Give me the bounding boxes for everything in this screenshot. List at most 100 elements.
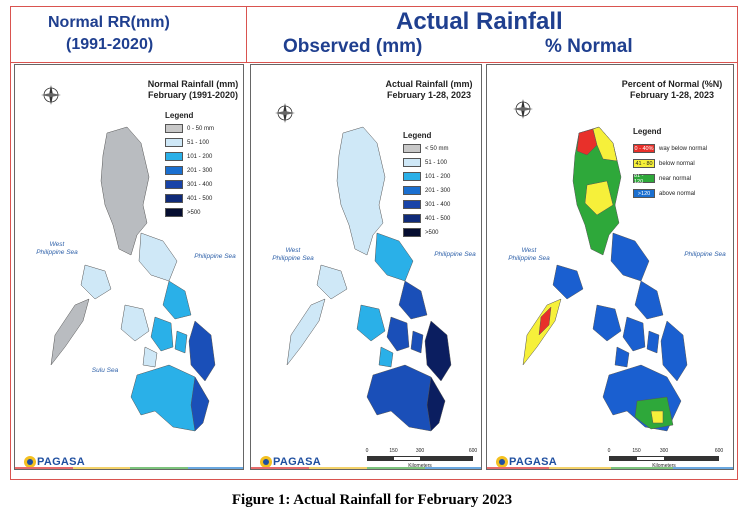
north-arrow-icon	[513, 99, 533, 119]
legend-swatch: 0 - 40%	[633, 144, 655, 153]
legend-entry: 0 - 50 mm	[165, 123, 214, 134]
legend-entry: 51 - 100	[403, 157, 447, 168]
panel-title-line1: Actual Rainfall (mm)	[385, 79, 473, 89]
panel-title-line2: February 1-28, 2023	[386, 90, 472, 100]
legend-label: >500	[425, 229, 439, 236]
pagasa-emblem-icon	[496, 456, 508, 468]
pagasa-emblem-icon	[24, 456, 36, 468]
header-normal-line1: Normal RR(mm)	[48, 14, 170, 31]
legend-label: 51 - 100	[425, 159, 448, 166]
legend-label: way below normal	[659, 145, 708, 152]
figure-caption: Figure 1: Actual Rainfall for February 2…	[231, 492, 513, 508]
legend-label: 201 - 300	[425, 187, 451, 194]
scale-ticks: 0 150 300 600	[365, 447, 478, 456]
scale-tick-label: 0	[365, 448, 369, 454]
legend-swatch	[165, 208, 183, 217]
panel-title: Normal Rainfall (mm) February (1991-2020…	[143, 79, 243, 101]
legend-swatch	[403, 172, 421, 181]
legend-swatch: 81 - 120	[633, 173, 655, 185]
philippines-map	[286, 126, 452, 432]
legend-label: 401 - 500	[187, 195, 213, 202]
panel-title: Actual Rainfall (mm) February 1-28, 2023	[379, 79, 479, 101]
scale-unit: Kilometers	[408, 463, 432, 469]
legend-entry: >500	[403, 227, 439, 238]
header-divider	[10, 62, 738, 63]
legend-entry: 401 - 500	[403, 213, 450, 224]
pagasa-logo: PAGASA	[259, 455, 321, 469]
legend-label: 401 - 500	[425, 215, 451, 222]
north-arrow-icon	[41, 85, 61, 105]
legend-swatch	[403, 158, 421, 167]
pagasa-logo: PAGASA	[23, 455, 85, 469]
legend-entry: 301 - 400	[403, 199, 450, 210]
legend-entry: >500	[165, 207, 201, 218]
legend-label: 301 - 400	[187, 181, 213, 188]
legend-swatch: 41 - 80	[633, 159, 655, 168]
scale-unit: Kilometers	[652, 463, 676, 469]
legend-entry: >120 above normal	[633, 188, 695, 199]
legend-label: below normal	[659, 160, 695, 167]
legend-swatch	[403, 144, 421, 153]
legend-swatch	[165, 138, 183, 147]
sea-label-sulu: Sulu Sea	[91, 367, 119, 374]
panel-title-line2: February (1991-2020)	[147, 90, 239, 100]
map-panel-percent: Percent of Normal (%N) February 1-28, 20…	[486, 64, 734, 470]
header-actual-rainfall: Actual Rainfall	[396, 8, 563, 35]
logo-text: PAGASA	[509, 456, 558, 468]
legend-label: 301 - 400	[425, 201, 451, 208]
legend-label: above normal	[659, 190, 696, 197]
legend-label: >500	[187, 209, 201, 216]
header-percent-normal: % Normal	[545, 36, 633, 57]
scale-ticks: 0 150 300 600	[607, 447, 724, 456]
legend-swatch	[165, 180, 183, 189]
scale-tick-label: 600	[468, 448, 478, 454]
header-column-divider	[246, 6, 247, 62]
scale-tick-label: 300	[659, 448, 669, 454]
legend-entry: 81 - 120 near normal	[633, 173, 692, 185]
sea-label-west-line2: Philippine Sea	[272, 255, 314, 262]
scale-tick-label: 300	[415, 448, 425, 454]
legend-label: near normal	[659, 175, 692, 182]
legend-swatch	[403, 186, 421, 195]
logo-text: PAGASA	[273, 456, 322, 468]
sea-label-philippine: Philippine Sea	[434, 251, 476, 258]
sea-label-philippine: Philippine Sea	[194, 253, 236, 260]
legend-entry: 401 - 500	[165, 193, 212, 204]
pagasa-logo: PAGASA	[495, 455, 557, 469]
panel-title-line1: Normal Rainfall (mm)	[147, 79, 239, 89]
legend-entry: 51 - 100	[165, 137, 209, 148]
sea-label-west-line1: West	[285, 247, 301, 254]
scale-tick-label: 600	[714, 448, 724, 454]
header-observed: Observed (mm)	[283, 36, 423, 57]
north-arrow-icon	[275, 103, 295, 123]
sea-label-west: West Philippine Sea	[265, 247, 321, 263]
pagasa-emblem-icon	[260, 456, 272, 468]
legend-label: 0 - 50 mm	[187, 125, 215, 132]
scale-tick-label: 150	[632, 448, 641, 454]
sea-label-philippine: Philippine Sea	[684, 251, 726, 258]
legend-label: 51 - 100	[187, 139, 210, 146]
color-strip	[251, 467, 481, 469]
sea-label-west-line2: Philippine Sea	[508, 255, 550, 262]
sea-label-west: West Philippine Sea	[501, 247, 557, 263]
legend-title: Legend	[403, 131, 432, 140]
map-panel-actual: Actual Rainfall (mm) February 1-28, 2023…	[250, 64, 482, 470]
scale-bar: 0 150 300 600 Kilometers	[365, 447, 478, 469]
panel-title-line2: February 1-28, 2023	[629, 90, 715, 100]
legend-swatch	[403, 200, 421, 209]
logo-text: PAGASA	[37, 456, 86, 468]
legend-entry: 101 - 200	[165, 151, 212, 162]
legend-label: 101 - 200	[425, 173, 451, 180]
sea-label-west-line1: West	[521, 247, 537, 254]
header-normal-line2: (1991-2020)	[66, 36, 154, 53]
philippines-map	[522, 126, 688, 432]
scale-tick-label: 0	[607, 448, 611, 454]
figure-frame	[10, 6, 738, 480]
legend-title: Legend	[633, 127, 662, 136]
legend-label: < 50 mm	[425, 145, 449, 152]
legend-entry: 301 - 400	[165, 179, 212, 190]
philippines-map	[50, 126, 216, 432]
color-strip	[15, 467, 243, 469]
panel-title-line1: Percent of Normal (%N)	[621, 79, 723, 89]
legend-entry: 201 - 300	[403, 185, 450, 196]
